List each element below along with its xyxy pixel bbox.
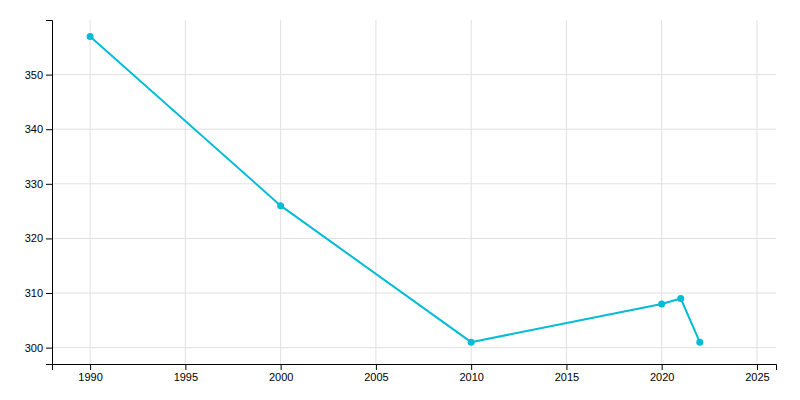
- point: [677, 295, 684, 302]
- grid-line-x: [661, 20, 662, 364]
- x-tick: 2000: [269, 364, 293, 383]
- grid-line-x: [185, 20, 186, 364]
- x-tick-label: 2025: [745, 371, 769, 383]
- x-axis-line: [53, 365, 777, 371]
- x-tick: 1990: [78, 364, 102, 383]
- y-tick-mark: [46, 238, 52, 239]
- y-tick-mark: [46, 184, 52, 185]
- grid-line-x: [756, 20, 757, 364]
- grid-line-x: [375, 20, 376, 364]
- x-tick: 1995: [174, 364, 198, 383]
- point: [277, 202, 284, 209]
- x-tick-mark: [376, 364, 377, 370]
- x-tick-label: 2005: [364, 371, 388, 383]
- y-tick-label: 330: [25, 178, 43, 190]
- y-tick-mark: [46, 129, 52, 130]
- x-tick-label: 2015: [555, 371, 579, 383]
- grid-line-y: [52, 347, 776, 348]
- x-tick: 2025: [745, 364, 769, 383]
- x-tick-mark: [90, 364, 91, 370]
- grid-line-x: [90, 20, 91, 364]
- x-tick-mark: [471, 364, 472, 370]
- y-axis: 300 310 320 330 340 350: [25, 21, 53, 365]
- y-tick: 350: [25, 69, 52, 81]
- point: [468, 339, 475, 346]
- x-tick-label: 1995: [174, 371, 198, 383]
- x-tick: 2005: [364, 364, 388, 383]
- line: [90, 36, 700, 342]
- y-tick: 330: [25, 178, 52, 190]
- x-tick-label: 1990: [78, 371, 102, 383]
- grid-line-y: [52, 183, 776, 184]
- y-tick-label: 300: [25, 342, 43, 354]
- y-tick: 310: [25, 287, 52, 299]
- y-tick-mark: [46, 293, 52, 294]
- x-tick-label: 2020: [650, 371, 674, 383]
- x-tick-mark: [662, 364, 663, 370]
- grid-line-y: [52, 74, 776, 75]
- x-tick-mark: [757, 364, 758, 370]
- grid-line-y: [52, 238, 776, 239]
- grid-line-x: [471, 20, 472, 364]
- y-tick-mark: [46, 75, 52, 76]
- plot-area: [87, 33, 704, 346]
- x-axis: 1990 1995 2000 2005 2010 2015 2020 2025: [53, 364, 777, 383]
- y-tick-label: 310: [25, 287, 43, 299]
- y-tick: 300: [25, 342, 52, 354]
- grid-line-y: [52, 129, 776, 130]
- y-tick-mark: [46, 348, 52, 349]
- grid: [52, 20, 776, 364]
- y-tick: 340: [25, 123, 52, 135]
- x-tick-label: 2000: [269, 371, 293, 383]
- x-tick: 2015: [555, 364, 579, 383]
- point: [696, 339, 703, 346]
- x-tick-label: 2010: [459, 371, 483, 383]
- x-tick-mark: [281, 364, 282, 370]
- x-tick-mark: [566, 364, 567, 370]
- y-tick-label: 350: [25, 69, 43, 81]
- y-axis-line: [46, 21, 53, 365]
- y-tick: 320: [25, 232, 52, 244]
- grid-line-x: [280, 20, 281, 364]
- x-tick-mark: [185, 364, 186, 370]
- grid-line-y: [52, 293, 776, 294]
- x-tick: 2020: [650, 364, 674, 383]
- grid-line-x: [566, 20, 567, 364]
- point: [87, 33, 94, 40]
- chart: 1990 1995 2000 2005 2010 2015 2020 2025 300 310 32…: [0, 0, 800, 400]
- point: [658, 300, 665, 307]
- y-tick-label: 320: [25, 232, 43, 244]
- x-tick: 2010: [459, 364, 483, 383]
- y-tick-label: 340: [25, 123, 43, 135]
